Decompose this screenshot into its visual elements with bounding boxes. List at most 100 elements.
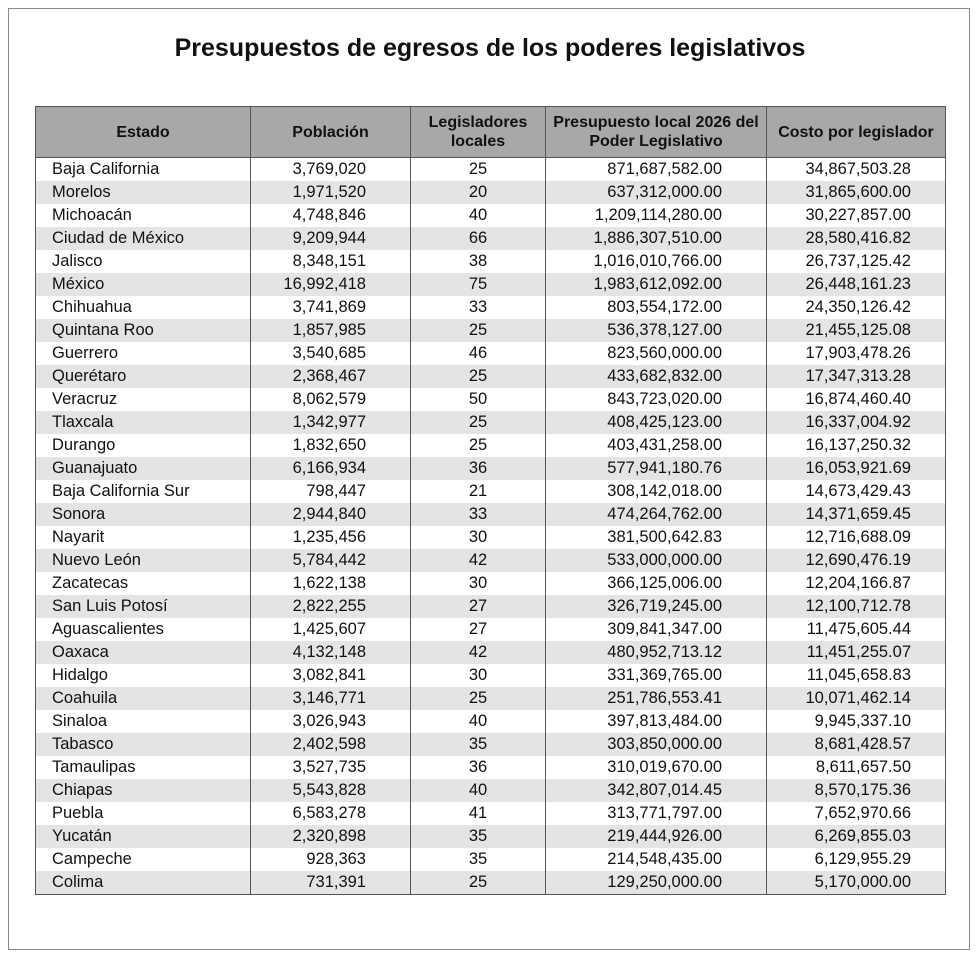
table-cell: Chiapas (35, 779, 251, 802)
table-cell: Nayarit (35, 526, 251, 549)
table-cell: Sinaloa (35, 710, 251, 733)
table-row: Puebla 6,583,278 41 313,771,797.00 7,652,970… (35, 802, 946, 825)
table-cell: 6,129,955.29 (766, 848, 946, 871)
table-cell: Guanajuato (35, 457, 251, 480)
table-cell: 4,132,148 (250, 641, 411, 664)
table-cell: 26,737,125.42 (766, 250, 946, 273)
table-cell: 536,378,127.00 (545, 319, 767, 342)
table-row: Tlaxcala 1,342,977 25 408,425,123.00 16,337,… (35, 411, 946, 434)
table-cell: Michoacán (35, 204, 251, 227)
table-cell: 30 (410, 572, 546, 595)
table-cell: 3,082,841 (250, 664, 411, 687)
header-row: Estado Población Legisladores locales Presu… (35, 106, 946, 158)
table-row: Zacatecas 1,622,138 30 366,125,006.00 12,204… (35, 572, 946, 595)
table-cell: 303,850,000.00 (545, 733, 767, 756)
table-cell: 474,264,762.00 (545, 503, 767, 526)
table-cell: Nuevo León (35, 549, 251, 572)
table-row: Nayarit 1,235,456 30 381,500,642.83 12,716,6… (35, 526, 946, 549)
table-cell: Baja California (35, 157, 251, 181)
table-cell: Colima (35, 871, 251, 895)
table-row: Campeche 928,363 35 214,548,435.00 6,129,955… (35, 848, 946, 871)
table-cell: 1,971,520 (250, 181, 411, 204)
table-cell: 50 (410, 388, 546, 411)
table-cell: 11,475,605.44 (766, 618, 946, 641)
table-cell: Zacatecas (35, 572, 251, 595)
table-row: Chihuahua 3,741,869 33 803,554,172.00 24,350… (35, 296, 946, 319)
table-row: Colima 731,391 25 129,250,000.00 5,170,000.0… (35, 871, 946, 895)
table-cell: 36 (410, 457, 546, 480)
table-cell: 30 (410, 526, 546, 549)
table-cell: 17,347,313.28 (766, 365, 946, 388)
table-cell: 309,841,347.00 (545, 618, 767, 641)
table-cell: 6,269,855.03 (766, 825, 946, 848)
table-cell: 66 (410, 227, 546, 250)
column-header: Costo por legislador (766, 106, 946, 158)
table-cell: 1,342,977 (250, 411, 411, 434)
table-cell: Baja California Sur (35, 480, 251, 503)
table-cell: 9,209,944 (250, 227, 411, 250)
table-cell: 1,857,985 (250, 319, 411, 342)
table-cell: 21 (410, 480, 546, 503)
table-cell: 11,451,255.07 (766, 641, 946, 664)
table-row: México 16,992,418 75 1,983,612,092.00 26,448… (35, 273, 946, 296)
table-row: Chiapas 5,543,828 40 342,807,014.45 8,570,17… (35, 779, 946, 802)
table-cell: 7,652,970.66 (766, 802, 946, 825)
table-cell: 8,570,175.36 (766, 779, 946, 802)
table-row: Veracruz 8,062,579 50 843,723,020.00 16,874,… (35, 388, 946, 411)
table-cell: 381,500,642.83 (545, 526, 767, 549)
table-cell: 40 (410, 710, 546, 733)
table-cell: 25 (410, 365, 546, 388)
table-row: Baja California 3,769,020 25 871,687,582.00… (35, 157, 946, 181)
table-cell: 24,350,126.42 (766, 296, 946, 319)
table-cell: 928,363 (250, 848, 411, 871)
table-row: Michoacán 4,748,846 40 1,209,114,280.00 30,2… (35, 204, 946, 227)
table-row: Durango 1,832,650 25 403,431,258.00 16,137,2… (35, 434, 946, 457)
table-cell: 251,786,553.41 (545, 687, 767, 710)
table-cell: 11,045,658.83 (766, 664, 946, 687)
table-cell: 14,371,659.45 (766, 503, 946, 526)
table-cell: 25 (410, 687, 546, 710)
table-cell: 3,146,771 (250, 687, 411, 710)
table-cell: Tamaulipas (35, 756, 251, 779)
table-row: Morelos 1,971,520 20 637,312,000.00 31,865,6… (35, 181, 946, 204)
table-cell: 1,886,307,510.00 (545, 227, 767, 250)
table-cell: Tabasco (35, 733, 251, 756)
table-cell: 34,867,503.28 (766, 157, 946, 181)
table-cell: 12,690,476.19 (766, 549, 946, 572)
table-cell: 20 (410, 181, 546, 204)
table-cell: 326,719,245.00 (545, 595, 767, 618)
table-cell: 30,227,857.00 (766, 204, 946, 227)
table-cell: 1,425,607 (250, 618, 411, 641)
table-cell: 843,723,020.00 (545, 388, 767, 411)
frame (8, 8, 970, 950)
title: Presupuestos de egresos de los poderes l… (174, 34, 806, 62)
table-cell: 214,548,435.00 (545, 848, 767, 871)
table-cell: 46 (410, 342, 546, 365)
table-cell: 6,166,934 (250, 457, 411, 480)
table-cell: 577,941,180.76 (545, 457, 767, 480)
table-cell: 8,062,579 (250, 388, 411, 411)
table-cell: 803,554,172.00 (545, 296, 767, 319)
table-cell: 871,687,582.00 (545, 157, 767, 181)
table-cell: 8,348,151 (250, 250, 411, 273)
table-row: Sonora 2,944,840 33 474,264,762.00 14,371,65… (35, 503, 946, 526)
column-header: Población (250, 106, 411, 158)
table-cell: 313,771,797.00 (545, 802, 767, 825)
table-cell: 33 (410, 296, 546, 319)
column-header: Presupuesto local 2026 del Poder Legisla… (545, 106, 767, 158)
table-cell: 397,813,484.00 (545, 710, 767, 733)
table-cell: 10,071,462.14 (766, 687, 946, 710)
table-cell: 6,583,278 (250, 802, 411, 825)
table-cell: 1,832,650 (250, 434, 411, 457)
table-cell: 35 (410, 825, 546, 848)
table-cell: 823,560,000.00 (545, 342, 767, 365)
table-cell: 41 (410, 802, 546, 825)
table-cell: Puebla (35, 802, 251, 825)
table-cell: 310,019,670.00 (545, 756, 767, 779)
table-cell: Ciudad de México (35, 227, 251, 250)
table-cell: 42 (410, 549, 546, 572)
table-cell: 366,125,006.00 (545, 572, 767, 595)
table-body: Baja California 3,769,020 25 871,687,582.00… (35, 157, 946, 895)
table-cell: 9,945,337.10 (766, 710, 946, 733)
